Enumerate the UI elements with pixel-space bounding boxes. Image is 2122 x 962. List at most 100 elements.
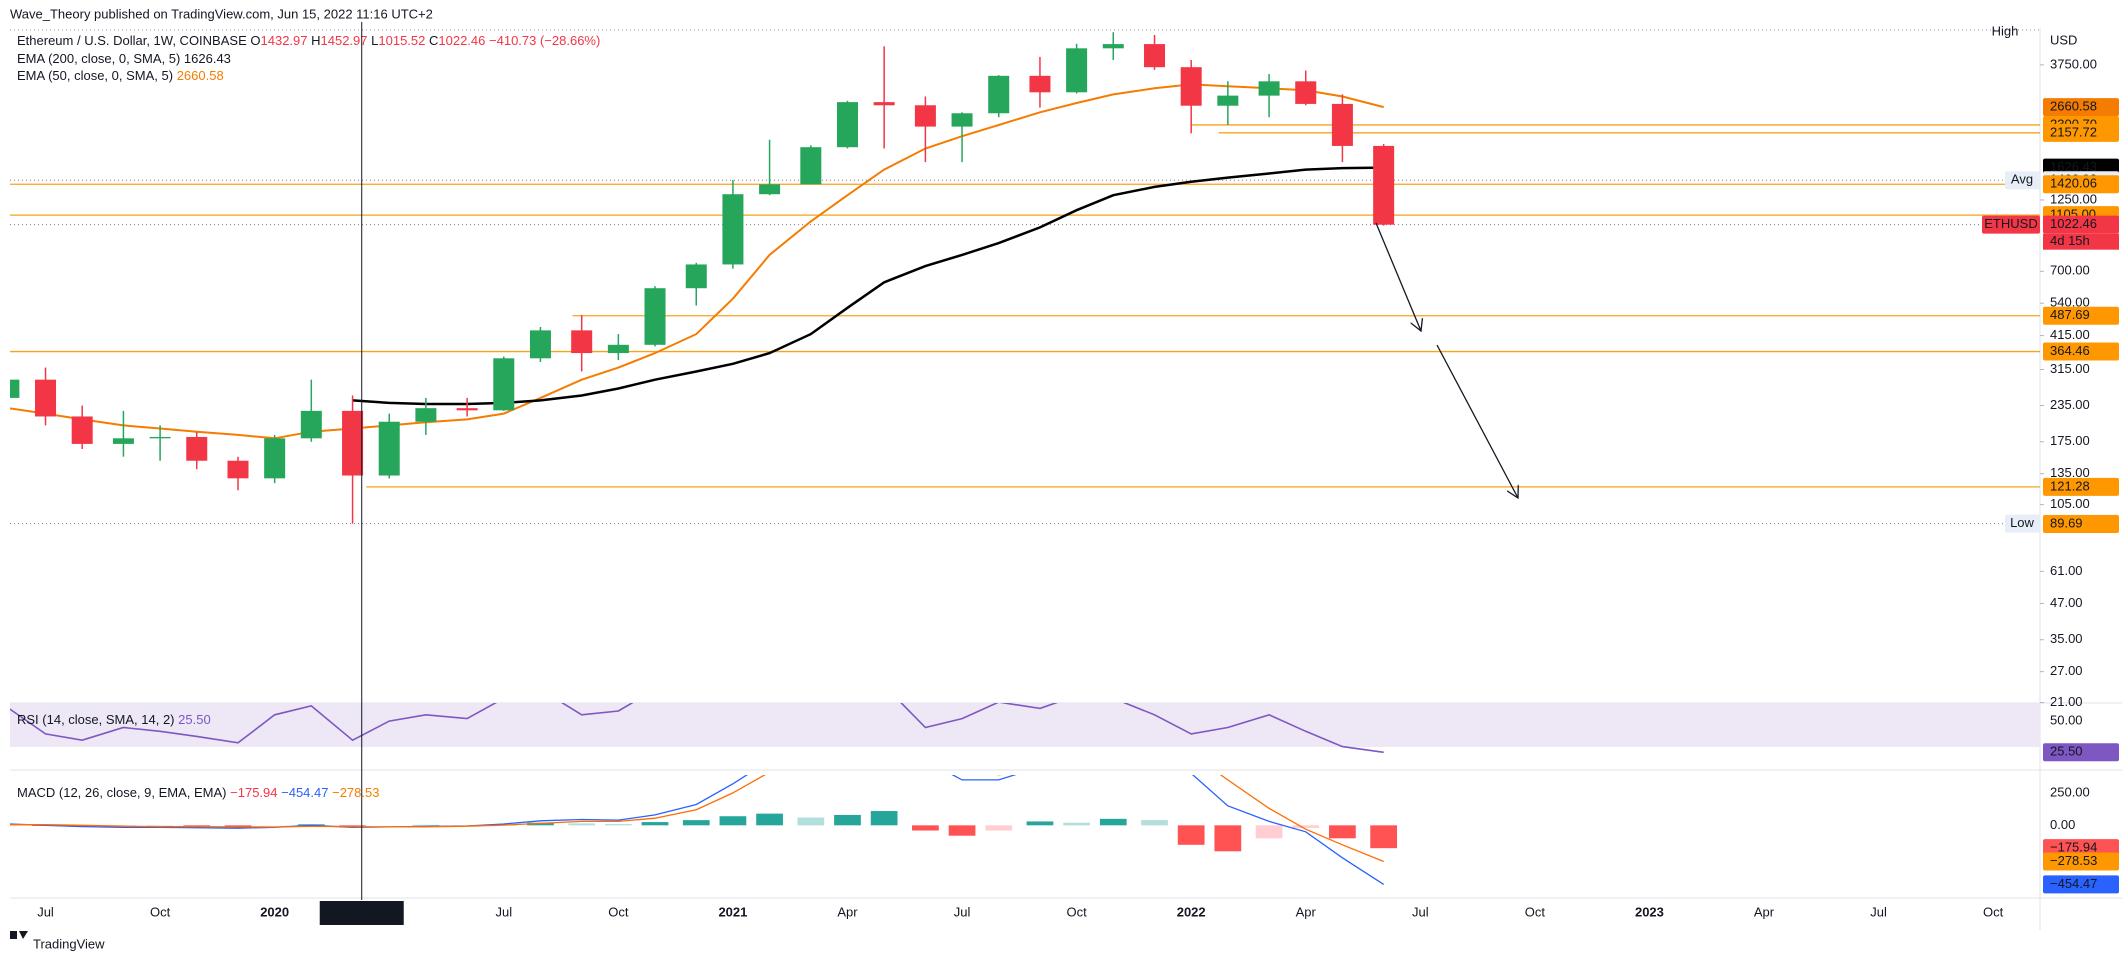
macd-badge-label: −278.53 bbox=[2050, 853, 2097, 868]
time-tick-label: 2022 bbox=[1177, 904, 1206, 919]
badge-tag: Low bbox=[2010, 515, 2034, 530]
macd-badge-label: −454.47 bbox=[2050, 876, 2097, 891]
candle-body bbox=[456, 408, 478, 411]
candle-body bbox=[1295, 81, 1317, 104]
symbol: Ethereum / U.S. Dollar, 1W, COINBASE bbox=[17, 33, 247, 48]
candle-body bbox=[1029, 75, 1051, 93]
badge-sub: 4d 15h bbox=[2050, 233, 2090, 248]
ema50-line bbox=[10, 83, 1384, 440]
open: 1432.97 bbox=[261, 33, 308, 48]
badge-sub-bg bbox=[2043, 233, 2119, 250]
macd-histogram-bar bbox=[870, 811, 898, 826]
high-tag: High bbox=[1992, 23, 2019, 38]
macd-histogram-bar bbox=[682, 820, 710, 826]
macd-histogram-bar bbox=[1026, 821, 1054, 826]
h-label: H bbox=[311, 33, 320, 48]
macd-histogram-bar bbox=[604, 824, 632, 826]
macd-histogram-bar bbox=[985, 825, 1013, 831]
rsi-value: 25.50 bbox=[178, 712, 211, 727]
legend-ema200: EMA (200, close, 0, SMA, 5) 1626.43 bbox=[17, 51, 231, 66]
macd-badge bbox=[2043, 852, 2119, 871]
time-tick-label: 2020 bbox=[260, 904, 289, 919]
time-tick-label: Oct bbox=[1983, 904, 2004, 919]
badge-tag: ETHUSD bbox=[1984, 216, 2037, 231]
candle-body bbox=[1144, 44, 1166, 68]
macd-histogram-bar bbox=[224, 825, 252, 827]
rsi-title: RSI (14, close, SMA, 14, 2) bbox=[17, 712, 175, 727]
candle-body bbox=[35, 379, 57, 417]
price-badge-label: 1626.43 bbox=[2050, 159, 2097, 174]
o-label: O bbox=[250, 33, 260, 48]
projection-arrow bbox=[1375, 222, 1421, 331]
badge-tag-bg bbox=[2005, 171, 2040, 190]
macd-histogram-bar bbox=[1214, 825, 1242, 852]
macd-histogram-bar bbox=[568, 823, 596, 826]
price-tick-label: 175.00 bbox=[2050, 433, 2090, 448]
price-badge-label: 2157.72 bbox=[2050, 124, 2097, 139]
legend-ema50: EMA (50, close, 0, SMA, 5) 2660.58 bbox=[17, 68, 224, 83]
price-tick-label: 540.00 bbox=[2050, 295, 2090, 310]
macd-histogram-bar bbox=[948, 825, 976, 836]
candle-body bbox=[873, 102, 895, 106]
macd-histogram-bar bbox=[1255, 825, 1283, 839]
candle-body bbox=[1066, 48, 1088, 93]
candle-body bbox=[415, 408, 437, 422]
high: 1452.97 bbox=[321, 33, 368, 48]
macd-histogram-bar bbox=[719, 816, 747, 826]
price-tick-label: 21.00 bbox=[2050, 694, 2083, 709]
candle-body bbox=[759, 184, 781, 195]
change: −410.73 (−28.66%) bbox=[489, 33, 600, 48]
candle-body bbox=[71, 416, 93, 444]
candle-body bbox=[227, 460, 249, 479]
price-badge-label: 121.28 bbox=[2050, 478, 2090, 493]
projection-arrow bbox=[1436, 344, 1518, 498]
macd-histogram-bar bbox=[1329, 825, 1356, 839]
candle-body bbox=[1217, 95, 1239, 106]
legend-symbol: Ethereum / U.S. Dollar, 1W, COINBASE O14… bbox=[17, 33, 600, 48]
price-badge bbox=[2043, 477, 2119, 496]
axes: 3750.00 1250.00 700.00 540.00 415.00 315.00 23… bbox=[37, 56, 2119, 919]
price-badge bbox=[2043, 98, 2119, 117]
macd-histogram-bar bbox=[1292, 825, 1320, 828]
macd-tick-label: 250.00 bbox=[2050, 784, 2090, 799]
macd-histogram-bar bbox=[183, 825, 211, 827]
time-tick-label: Oct bbox=[1066, 904, 1087, 919]
candle-body bbox=[607, 344, 629, 354]
macd-histogram-bar bbox=[1177, 825, 1205, 845]
macd-histogram-bar bbox=[1370, 825, 1398, 849]
macd-tick-label: 0.00 bbox=[2050, 817, 2075, 832]
candle-body bbox=[914, 105, 936, 127]
candle-body bbox=[951, 113, 973, 127]
signal-value: −278.53 bbox=[332, 785, 379, 800]
price-badge bbox=[2043, 306, 2119, 325]
macd-pane bbox=[10, 775, 1398, 885]
price-tick-label: 235.00 bbox=[2050, 397, 2090, 412]
time-tick-label: Jul bbox=[954, 904, 971, 919]
price-tick-label: 61.00 bbox=[2050, 563, 2083, 578]
publisher: Wave_Theory published on TradingView.com… bbox=[10, 6, 433, 21]
macd-histogram-bar bbox=[1141, 820, 1168, 826]
candle-body bbox=[1102, 44, 1124, 49]
rsi-pane bbox=[10, 703, 1384, 754]
c-label: C bbox=[429, 33, 438, 48]
rsi-band bbox=[10, 703, 2040, 747]
candle-body bbox=[342, 410, 364, 476]
ema50-value: 2660.58 bbox=[177, 68, 224, 83]
macd-legend: MACD (12, 26, close, 9, EMA, EMA) −175.9… bbox=[17, 785, 379, 800]
crosshair-label: 09 Mar '20 bbox=[331, 904, 392, 919]
macd-histogram-bar bbox=[912, 825, 939, 831]
macd-histogram-bar bbox=[146, 825, 174, 826]
price-badge-label: 487.69 bbox=[2050, 307, 2090, 322]
logo bbox=[10, 931, 28, 939]
rsi-legend: RSI (14, close, SMA, 14, 2) 25.50 bbox=[17, 712, 211, 727]
brand: TradingView bbox=[33, 936, 105, 951]
hist-value: −175.94 bbox=[230, 785, 277, 800]
badge-tag-bg bbox=[1982, 215, 2040, 234]
price-badge-label: 364.46 bbox=[2050, 343, 2090, 358]
signal-line bbox=[10, 775, 1384, 863]
rsi-badge-label: 25.50 bbox=[2050, 744, 2083, 759]
macd-histogram-bar bbox=[797, 817, 825, 826]
price-tick-label: 35.00 bbox=[2050, 631, 2083, 646]
candle-body bbox=[836, 102, 858, 148]
candle-body bbox=[722, 194, 744, 265]
